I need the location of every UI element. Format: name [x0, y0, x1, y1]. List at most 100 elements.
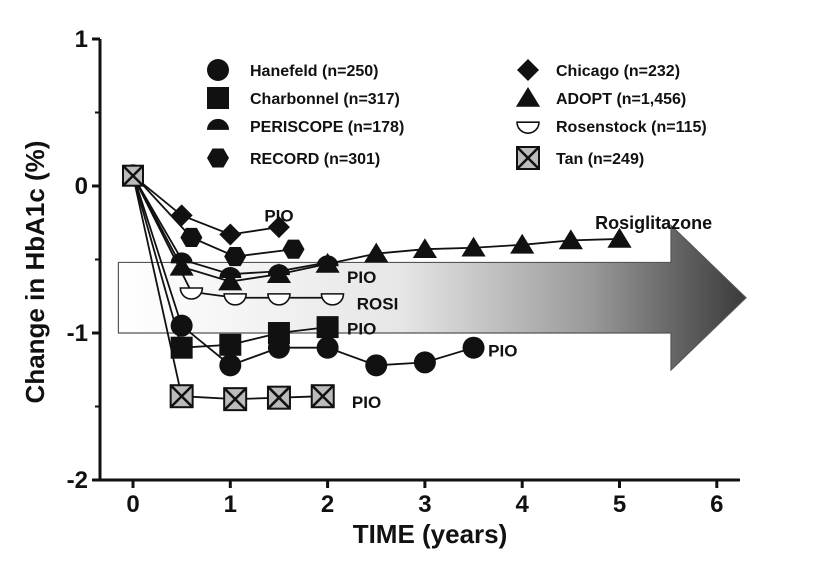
legend-item: Chicago (n=232) [517, 59, 680, 81]
x-tick-label: 1 [224, 491, 237, 518]
legend-label: Chicago (n=232) [556, 63, 680, 80]
data-point-boxed-x [223, 387, 248, 412]
triangle-marker-shape [315, 252, 340, 273]
annotation-label: PIO [352, 393, 381, 412]
legend-marker-hexagon [207, 148, 229, 168]
triangle-marker-shape [607, 227, 632, 248]
data-point-diamond [219, 223, 242, 246]
diamond-marker-shape [170, 204, 193, 227]
y-tick-label: 1 [75, 26, 88, 53]
circle-marker-shape [207, 59, 229, 81]
triangle-marker-shape [412, 238, 437, 259]
data-point-square [170, 336, 193, 359]
legend-item: Tan (n=249) [516, 146, 644, 170]
square-marker-shape [170, 336, 193, 359]
triangle-marker-shape [266, 263, 292, 283]
semicircle-down-marker-shape [516, 121, 540, 134]
data-point-semicircle-down [223, 293, 247, 306]
data-point-circle [316, 336, 339, 359]
circle-marker-shape [365, 354, 388, 377]
legend-marker-semicircle-up [207, 118, 229, 130]
legend-marker-diamond [517, 59, 539, 81]
annotation-label: ROSI [357, 295, 399, 314]
data-point-semicircle-down [267, 293, 291, 306]
square-marker-shape [219, 333, 242, 356]
data-point-diamond [267, 216, 290, 239]
triangle-marker-shape [364, 242, 389, 263]
data-point-triangle [558, 229, 583, 250]
circle-marker-shape [462, 336, 485, 359]
annotation-label: Rosiglitazone [595, 213, 712, 233]
square-marker-shape [267, 322, 290, 344]
x-tick-label: 0 [126, 491, 139, 518]
diamond-marker-shape [219, 223, 242, 246]
x-stroke [310, 384, 335, 409]
annotations: PIO PIO ROSI PIO PIO PIO Rosiglitazone [264, 206, 712, 412]
triangle-marker-shape [461, 236, 486, 257]
hexagon-marker-shape [224, 247, 247, 267]
data-point-square [316, 316, 339, 339]
diamond-marker-shape [517, 59, 539, 81]
x-stroke [169, 384, 194, 409]
data-point-triangle [315, 252, 340, 273]
data-point-square [219, 333, 242, 356]
legend-label: Charbonnel (n=317) [250, 91, 400, 108]
hexagon-marker-shape [282, 239, 305, 259]
semicircle-down-marker-shape [179, 287, 204, 300]
legend-label: RECORD (n=301) [250, 151, 380, 168]
diamond-marker-shape [267, 216, 290, 239]
data-point-circle [462, 336, 485, 359]
circle-marker-shape [170, 314, 193, 337]
series-line-diamond [132, 175, 280, 236]
series-line-hexagon [132, 173, 294, 258]
legend-item: Hanefeld (n=250) [207, 59, 378, 81]
y-axis-label: Change in HbA1c (%) [20, 141, 50, 404]
legend-label: PERISCOPE (n=178) [250, 119, 404, 136]
legend-marker-triangle [515, 87, 541, 107]
legend-item: PERISCOPE (n=178) [207, 118, 404, 136]
x-tick-label: 3 [418, 491, 431, 518]
x-stroke [223, 387, 248, 412]
data-point-boxed-x [310, 384, 335, 409]
data-point-triangle [412, 238, 437, 259]
hexagon-marker-shape [180, 227, 203, 247]
legend-item: Charbonnel (n=317) [207, 87, 400, 109]
x-tick-label: 6 [710, 491, 723, 518]
x-tick-label: 2 [321, 491, 334, 518]
legend-item: Rosenstock (n=115) [516, 119, 707, 136]
x-stroke [516, 146, 540, 170]
data-point-circle [365, 354, 388, 377]
legend-label: Hanefeld (n=250) [250, 63, 378, 80]
data-point-circle [413, 351, 436, 374]
triangle-marker-shape [510, 233, 535, 254]
annotation-label: PIO [347, 268, 376, 287]
legend-marker-semicircle-down [516, 121, 540, 134]
circle-marker-shape [413, 351, 436, 374]
semicircle-down-marker-shape [320, 293, 345, 306]
circle-marker-shape [219, 354, 242, 377]
data-point-triangle [461, 236, 486, 257]
data-point-triangle [364, 242, 389, 263]
data-point-boxed-x [266, 385, 291, 410]
triangle-marker-shape [515, 87, 541, 107]
legend-item: ADOPT (n=1,456) [515, 87, 686, 108]
y-tick-label: -1 [67, 320, 88, 347]
data-point-diamond [170, 204, 193, 227]
x-stroke [267, 385, 291, 410]
semicircle-down-marker-shape [267, 293, 291, 306]
data-point-triangle [169, 255, 194, 276]
triangle-marker-shape [558, 229, 583, 250]
data-point-semicircle-down [320, 293, 345, 306]
semicircle-up-marker-shape [207, 118, 229, 130]
y-tick-label: 0 [75, 173, 88, 200]
legend-item: RECORD (n=301) [207, 148, 380, 168]
data-point-circle [219, 354, 242, 377]
arrow-band [117, 224, 747, 372]
triangle-marker-shape [218, 270, 243, 291]
data-point-triangle [218, 270, 243, 291]
data-point-semicircle-down [179, 287, 204, 300]
legend-label: ADOPT (n=1,456) [556, 91, 686, 108]
annotation-label: PIO [488, 342, 517, 361]
data-point-boxed-x [122, 164, 144, 187]
